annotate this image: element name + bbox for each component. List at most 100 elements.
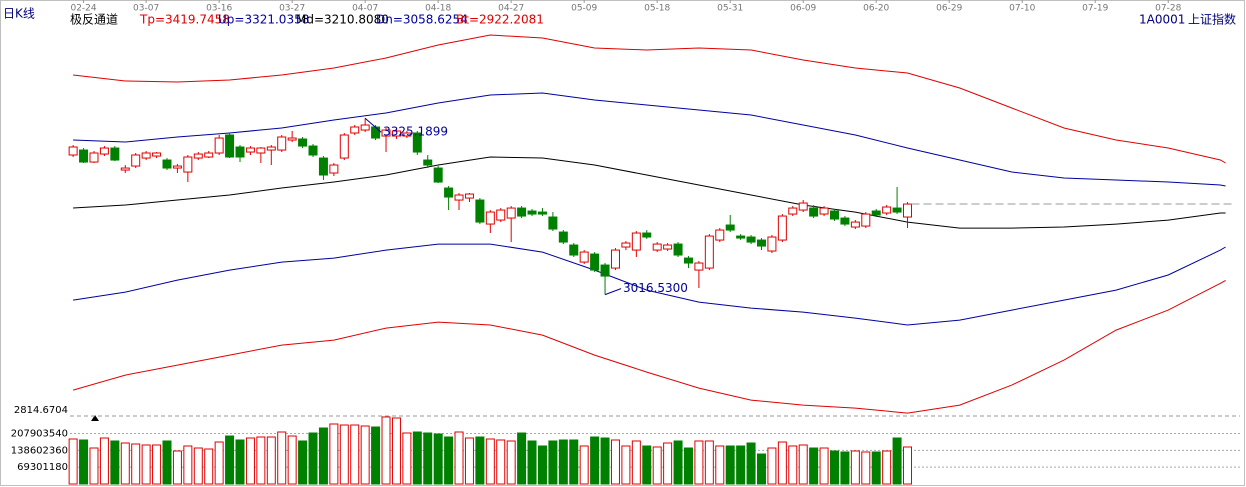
candle-body [809,207,819,217]
candle-body [162,159,172,169]
stock-name: 上证指数 [1188,12,1236,27]
candle-body [506,207,516,219]
volume-bar [840,451,850,485]
volume-bar [256,436,266,485]
candle-body [131,154,141,167]
x-tick-label: 06-09 [790,4,816,14]
candle-body [402,132,412,137]
candle-body [798,202,808,211]
candle-body [423,159,433,166]
candle-body [861,213,871,227]
candle-body [485,211,495,225]
volume-bar [694,440,704,485]
candle-body [850,221,860,228]
volume-bar [110,440,120,485]
candle-body [642,232,652,238]
indicator-param: Bt=2922.2081 [456,13,544,27]
candle-body [715,229,725,241]
band-line [73,34,1226,164]
volume-bar [548,440,558,485]
candle-body [68,146,78,156]
volume-bar [621,445,631,485]
candle-body [777,215,787,241]
candle-body [464,193,474,199]
volume-bar [892,437,902,485]
volume-bar [391,417,401,485]
volume-bar [454,431,464,485]
volume-bar [131,443,141,485]
indicator-param: Dn=3058.6254 [376,13,468,27]
x-tick-label: 02-24 [70,4,96,14]
volume-bar [600,437,610,485]
candle-body [308,145,318,156]
candle-body [298,138,308,147]
candle-body [600,264,610,277]
volume-bar [381,416,391,485]
x-tick-label: 03-07 [133,4,159,14]
annotation-label: 3325.1899 [383,125,448,139]
candle-body [99,147,109,155]
volume-bar [537,445,547,485]
candle-body [882,206,892,214]
volume-bar [485,438,495,485]
candle-body [454,194,464,201]
volume-bar [882,450,892,485]
candle-body [746,236,756,243]
indicator-params: Tp=3419.7458Up=3321.0358Md=3210.8080Dn=3… [139,13,544,27]
volume-bar [788,445,798,485]
candle-body [371,126,381,139]
candle-body [329,164,339,174]
volume-bar [506,440,516,485]
candle-body [412,132,422,153]
candle-body [496,209,506,221]
candle-body [537,211,547,215]
volume-bar [287,435,297,485]
candle-body [193,153,203,159]
volume-bar [767,447,777,485]
volume-bar [673,440,683,485]
candle-body [517,207,527,217]
candle-body [245,147,255,153]
band-line [72,279,1226,414]
volume-bar [402,432,412,485]
candle-body [235,146,245,158]
annotation-label: 3016.5300 [623,281,688,295]
volume-bar [79,439,89,485]
x-tick-label: 06-29 [936,4,962,14]
volume-bar [850,450,860,485]
candle-body [725,224,735,231]
candle-body [120,167,130,171]
volume-bar [308,432,318,485]
candle-body [381,129,391,137]
x-tick-label: 05-31 [717,4,743,14]
candle-body [318,157,328,176]
indicator-param: Tp=3419.7458 [139,13,230,27]
indicator-name: 极反通道 [70,13,118,27]
volume-bar [683,447,693,485]
volume-bar [819,447,829,485]
band-line [73,156,1226,229]
candle-body [694,262,704,271]
volume-bar [204,448,214,485]
candle-body [756,239,766,247]
volume-bar [464,437,474,485]
volume-bar [903,446,913,485]
candle-body [256,147,266,154]
volume-bar [245,437,255,485]
volume-bar [569,439,579,485]
volume-bar [99,437,109,485]
volume-bar [496,439,506,485]
volume-bar [663,442,673,485]
candle-body [548,216,558,230]
candle-body [621,242,631,248]
candle-body [683,257,693,264]
candle-body [871,210,881,216]
volume-bar [193,447,203,485]
volume-bar [298,440,308,485]
candle-body [225,134,235,158]
candle-body [475,199,485,223]
x-tick-label: 04-27 [498,4,524,14]
volume-bar [798,444,808,485]
